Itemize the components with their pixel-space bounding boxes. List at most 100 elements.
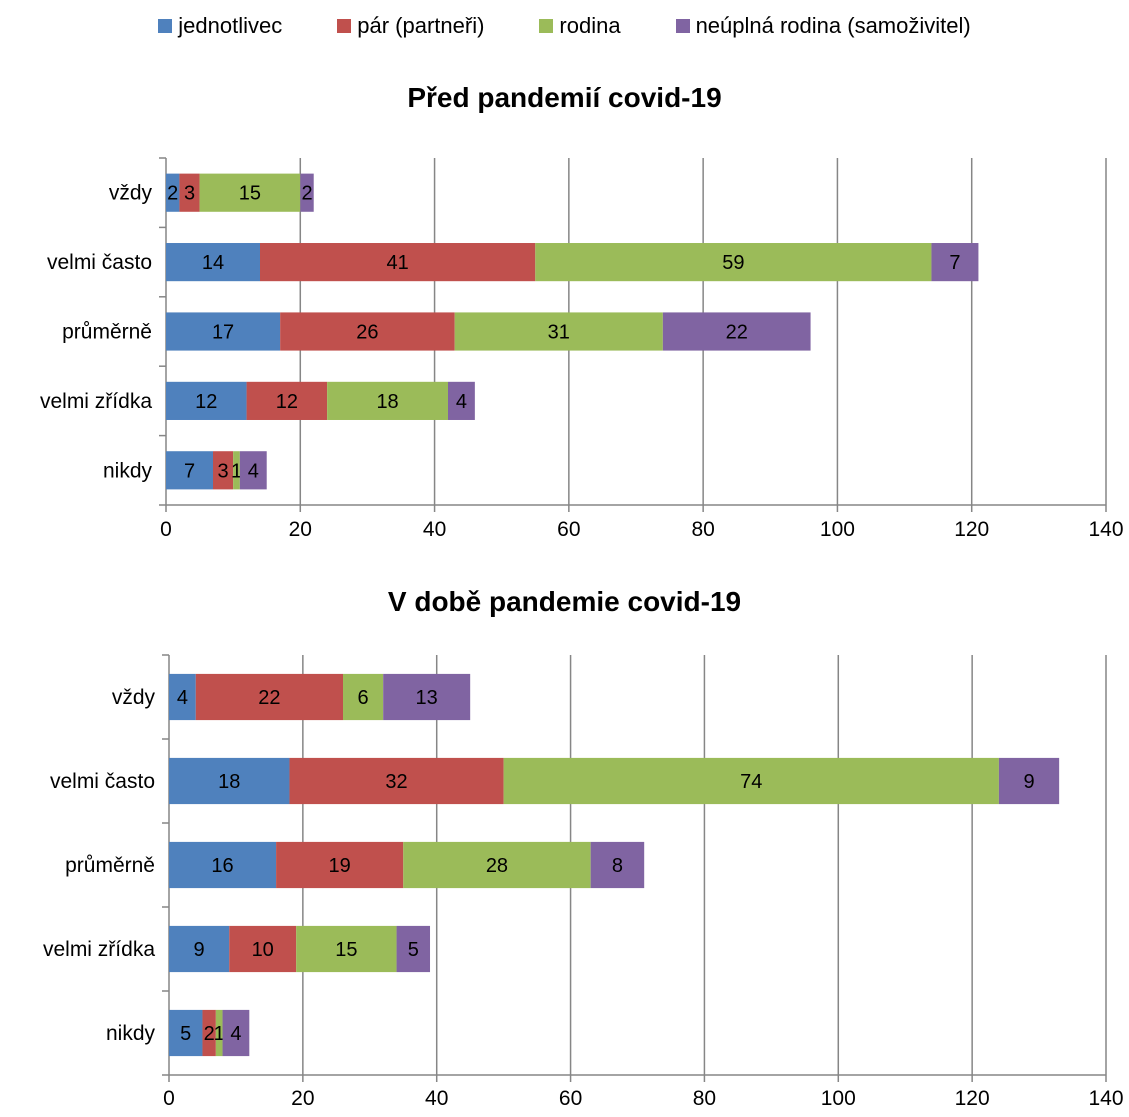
category-label: velmi zřídka [43, 938, 155, 961]
data-label: 12 [276, 391, 298, 413]
bar-segment [239, 451, 267, 490]
data-label: 12 [195, 391, 217, 413]
bar-segment [998, 757, 1060, 805]
bar-segment [300, 173, 314, 212]
data-label: 5 [408, 939, 419, 961]
data-label: 41 [387, 252, 409, 274]
category-label: velmi často [50, 770, 155, 793]
bar-segment [169, 757, 290, 805]
legend-swatch [158, 19, 173, 33]
legend-swatch [675, 19, 690, 33]
data-label: 19 [329, 855, 351, 877]
legend-item-jednotlivec: jednotlivec [158, 13, 282, 39]
bar-segment [396, 925, 431, 973]
data-label: 13 [416, 687, 438, 709]
bar-segment [535, 243, 932, 282]
data-label: 2 [204, 1023, 215, 1045]
x-tick-label: 100 [820, 518, 855, 541]
data-label: 6 [358, 687, 369, 709]
bar-segment [166, 173, 180, 212]
legend-label: rodina [559, 13, 621, 38]
category-label: velmi často [47, 251, 152, 274]
category-label: nikdy [106, 1022, 156, 1045]
x-tick-label: 20 [289, 518, 312, 541]
bar-segment [503, 757, 999, 805]
data-label: 7 [949, 252, 960, 274]
legend-swatch [337, 19, 352, 33]
category-label: vždy [109, 182, 153, 205]
category-label: vždy [112, 686, 156, 709]
bar-segment [213, 451, 234, 490]
bar-segment [199, 173, 301, 212]
data-label: 18 [376, 391, 398, 413]
data-label: 17 [212, 322, 234, 344]
x-tick-label: 60 [559, 1087, 582, 1110]
bar-segment [590, 841, 645, 889]
data-label: 4 [230, 1023, 241, 1045]
bar-segment [169, 1009, 203, 1057]
legend-item-rodina: rodina [539, 13, 621, 39]
data-label: 10 [252, 939, 274, 961]
bar-segment [166, 312, 281, 351]
bar-segment [289, 757, 504, 805]
bar-segment [169, 673, 196, 721]
data-label: 9 [194, 939, 205, 961]
category-label: velmi zřídka [40, 390, 152, 413]
legend-item-neuplna-rodina: neúplná rodina (samoživitel) [675, 13, 971, 39]
data-label: 2 [301, 183, 312, 205]
bar-segment [454, 312, 663, 351]
bar-segment [179, 173, 200, 212]
data-label: 8 [612, 855, 623, 877]
legend-swatch [539, 19, 554, 33]
data-label: 3 [218, 460, 229, 482]
bar-segment [202, 1009, 216, 1057]
x-tick-label: 60 [557, 518, 580, 541]
bar-segment [662, 312, 811, 351]
x-tick-label: 40 [425, 1087, 448, 1110]
x-tick-label: 140 [1088, 1087, 1123, 1110]
category-label: nikdy [103, 459, 153, 482]
data-label: 2 [167, 183, 178, 205]
bar-segment [343, 673, 384, 721]
data-label: 4 [248, 460, 259, 482]
bar-segment [383, 673, 471, 721]
bar-segment [166, 381, 247, 420]
data-label: 28 [486, 855, 508, 877]
data-label: 4 [456, 391, 467, 413]
x-tick-label: 120 [955, 1087, 990, 1110]
data-label: 14 [202, 252, 224, 274]
bar-segment [222, 1009, 250, 1057]
bar-segment [169, 841, 277, 889]
data-label: 32 [385, 771, 407, 793]
chart-title-during: V době pandemie covid-19 [387, 586, 742, 617]
bar-segment [195, 673, 344, 721]
x-tick-label: 20 [291, 1087, 314, 1110]
data-label: 26 [356, 322, 378, 344]
legend-label: neúplná rodina (samoživitel) [695, 13, 971, 38]
data-label: 22 [258, 687, 280, 709]
x-tick-label: 0 [163, 1087, 175, 1110]
chart-title-before: Před pandemií covid-19 [407, 82, 722, 113]
data-label: 16 [211, 855, 233, 877]
x-tick-label: 100 [821, 1087, 856, 1110]
bar-segment [166, 243, 260, 282]
legend-label: jednotlivec [178, 13, 283, 38]
bar-segment [246, 381, 328, 420]
data-label: 15 [239, 183, 261, 205]
bar-segment [260, 243, 536, 282]
data-label: 74 [740, 771, 762, 793]
bar-segment [233, 451, 240, 490]
data-label: 4 [177, 687, 188, 709]
data-label: 3 [184, 183, 195, 205]
data-label: 31 [548, 322, 570, 344]
category-label: průměrně [62, 321, 152, 344]
x-tick-label: 80 [691, 518, 714, 541]
legend-label: pár (partneři) [357, 13, 485, 38]
legend: jednotlivec pár (partneři) rodina neúpln… [0, 8, 1129, 44]
bar-segment [229, 925, 297, 973]
data-label: 1 [231, 460, 242, 482]
bar-segment [166, 451, 213, 490]
data-label: 59 [722, 252, 744, 274]
data-label: 5 [180, 1023, 191, 1045]
